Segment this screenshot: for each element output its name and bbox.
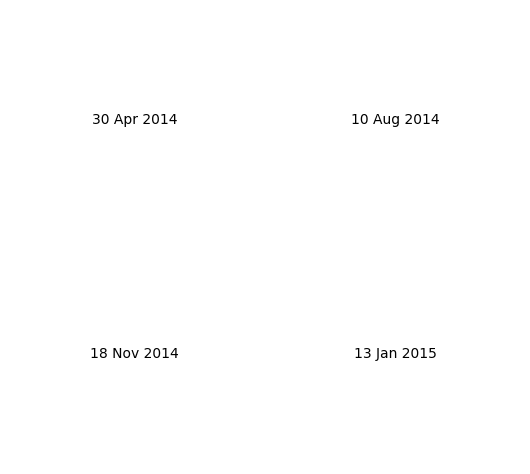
Text: 30 Apr 2014: 30 Apr 2014 — [92, 113, 177, 128]
Text: 10 Aug 2014: 10 Aug 2014 — [351, 113, 440, 128]
Text: 13 Jan 2015: 13 Jan 2015 — [354, 346, 437, 361]
Text: 18 Nov 2014: 18 Nov 2014 — [90, 346, 179, 361]
